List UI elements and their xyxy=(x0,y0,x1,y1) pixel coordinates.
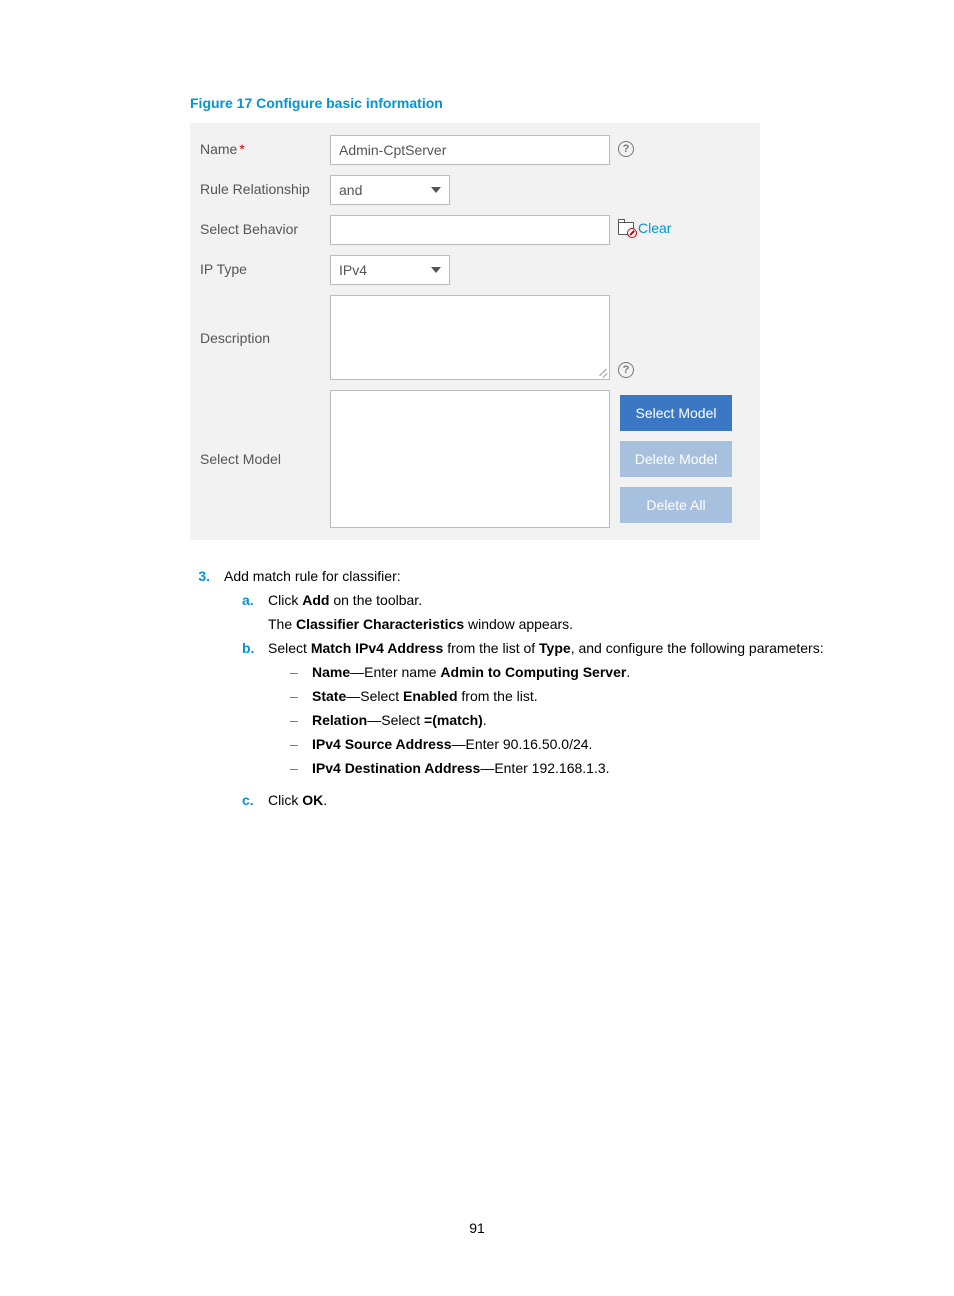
step-3-content: Add match rule for classifier: a. Click … xyxy=(224,568,874,816)
param-state: State—Select Enabled from the list. xyxy=(312,688,874,704)
substep-b-letter: b. xyxy=(242,640,268,784)
step-number-3: 3. xyxy=(190,568,224,816)
param-dst-addr: IPv4 Destination Address—Enter 192.168.1… xyxy=(312,760,874,776)
select-model-label: Select Model xyxy=(200,451,330,467)
page-number: 91 xyxy=(0,1220,954,1236)
rule-relationship-label: Rule Relationship xyxy=(200,175,330,197)
substep-a-line2: The Classifier Characteristics window ap… xyxy=(268,616,874,632)
name-input[interactable] xyxy=(330,135,610,165)
dash-icon: – xyxy=(290,712,312,728)
name-label: Name* xyxy=(200,135,330,157)
rule-relationship-value: and xyxy=(339,182,362,198)
rule-relationship-select[interactable]: and xyxy=(330,175,450,205)
dash-icon: – xyxy=(290,760,312,776)
resize-handle-icon xyxy=(597,367,607,377)
ip-type-select[interactable]: IPv4 xyxy=(330,255,450,285)
name-label-text: Name xyxy=(200,141,237,157)
required-star: * xyxy=(239,141,244,157)
param-src-addr: IPv4 Source Address—Enter 90.16.50.0/24. xyxy=(312,736,874,752)
substep-c-letter: c. xyxy=(242,792,268,808)
clear-icon xyxy=(618,222,634,235)
select-model-button[interactable]: Select Model xyxy=(620,395,732,431)
select-behavior-input[interactable] xyxy=(330,215,610,245)
dash-icon: – xyxy=(290,736,312,752)
chevron-down-icon xyxy=(431,267,441,273)
form-panel: Name* ? Rule Relationship and Select Beh… xyxy=(190,123,760,540)
substep-b-content: Select Match IPv4 Address from the list … xyxy=(268,640,874,784)
dash-icon: – xyxy=(290,664,312,680)
description-textarea[interactable] xyxy=(330,295,610,380)
substep-c-content: Click OK. xyxy=(268,792,874,808)
step-3-text: Add match rule for classifier: xyxy=(224,568,401,584)
delete-model-button[interactable]: Delete Model xyxy=(620,441,732,477)
chevron-down-icon xyxy=(431,187,441,193)
help-icon[interactable]: ? xyxy=(618,362,634,378)
delete-all-button[interactable]: Delete All xyxy=(620,487,732,523)
param-relation: Relation—Select =(match). xyxy=(312,712,874,728)
ip-type-label: IP Type xyxy=(200,255,330,277)
description-label: Description xyxy=(200,330,330,346)
step-list: 3. Add match rule for classifier: a. Cli… xyxy=(190,568,874,816)
clear-link[interactable]: Clear xyxy=(618,220,671,236)
clear-link-text: Clear xyxy=(638,220,671,236)
help-icon[interactable]: ? xyxy=(618,141,634,157)
substep-a-content: Click Add on the toolbar. xyxy=(268,592,874,608)
select-behavior-label: Select Behavior xyxy=(200,215,330,237)
select-model-listbox[interactable] xyxy=(330,390,610,528)
dash-icon: – xyxy=(290,688,312,704)
param-name: Name—Enter name Admin to Computing Serve… xyxy=(312,664,874,680)
figure-caption: Figure 17 Configure basic information xyxy=(190,95,874,111)
substep-a-letter: a. xyxy=(242,592,268,608)
ip-type-value: IPv4 xyxy=(339,262,367,278)
